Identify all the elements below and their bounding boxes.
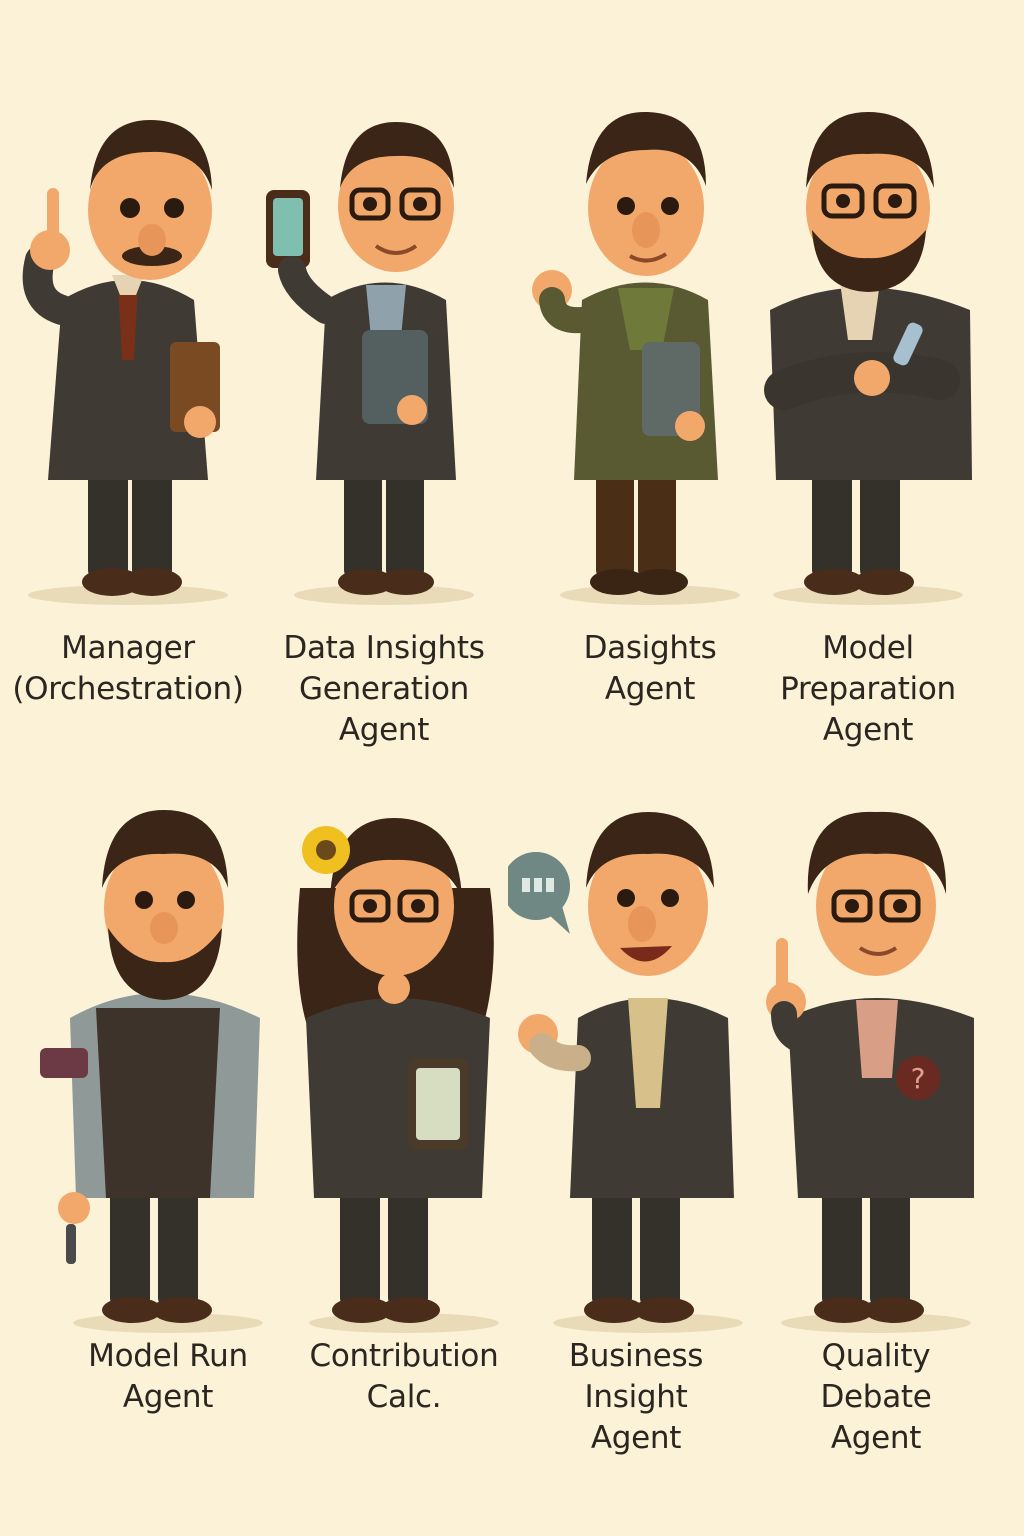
character-dasights: Dasights Agent xyxy=(522,0,778,768)
character-model-prep: Model Preparation Agent xyxy=(740,0,996,768)
dasights-figure xyxy=(522,60,778,620)
business-figure xyxy=(508,788,764,1348)
data-insights-label: Data Insights Generation Agent xyxy=(283,630,485,748)
quality-label: Quality Debate Agent xyxy=(820,1338,932,1456)
flower-icon xyxy=(302,826,350,874)
quality-figure: ? xyxy=(748,788,1004,1348)
model-run-label: Model Run Agent xyxy=(88,1338,248,1415)
business-label: Business Insight Agent xyxy=(568,1338,704,1456)
character-quality: ? Quality Debate Agent xyxy=(748,768,1004,1536)
contribution-label: Contribution Calc. xyxy=(309,1338,499,1415)
raised-finger-icon xyxy=(30,230,70,270)
manager-label: Manager (Orchestration) xyxy=(12,630,244,707)
contribution-figure xyxy=(276,788,532,1348)
data-insights-figure xyxy=(256,60,512,620)
question-badge-icon: ? xyxy=(896,1056,940,1100)
model-run-figure xyxy=(40,788,296,1348)
model-prep-label: Model Preparation Agent xyxy=(780,630,956,748)
character-manager: Manager (Orchestration) xyxy=(0,0,256,768)
svg-text:?: ? xyxy=(911,1062,926,1095)
speech-bubble-icon xyxy=(508,852,570,934)
character-contribution: Contribution Calc. xyxy=(276,768,532,1536)
dasights-label: Dasights Agent xyxy=(583,630,717,707)
character-model-run: Model Run Agent xyxy=(40,768,296,1536)
model-prep-figure xyxy=(740,60,996,620)
character-business: Business Insight Agent xyxy=(508,768,764,1536)
character-data-insights: Data Insights Generation Agent xyxy=(266,0,552,768)
manager-figure xyxy=(0,60,256,620)
armband-icon xyxy=(40,1048,88,1078)
